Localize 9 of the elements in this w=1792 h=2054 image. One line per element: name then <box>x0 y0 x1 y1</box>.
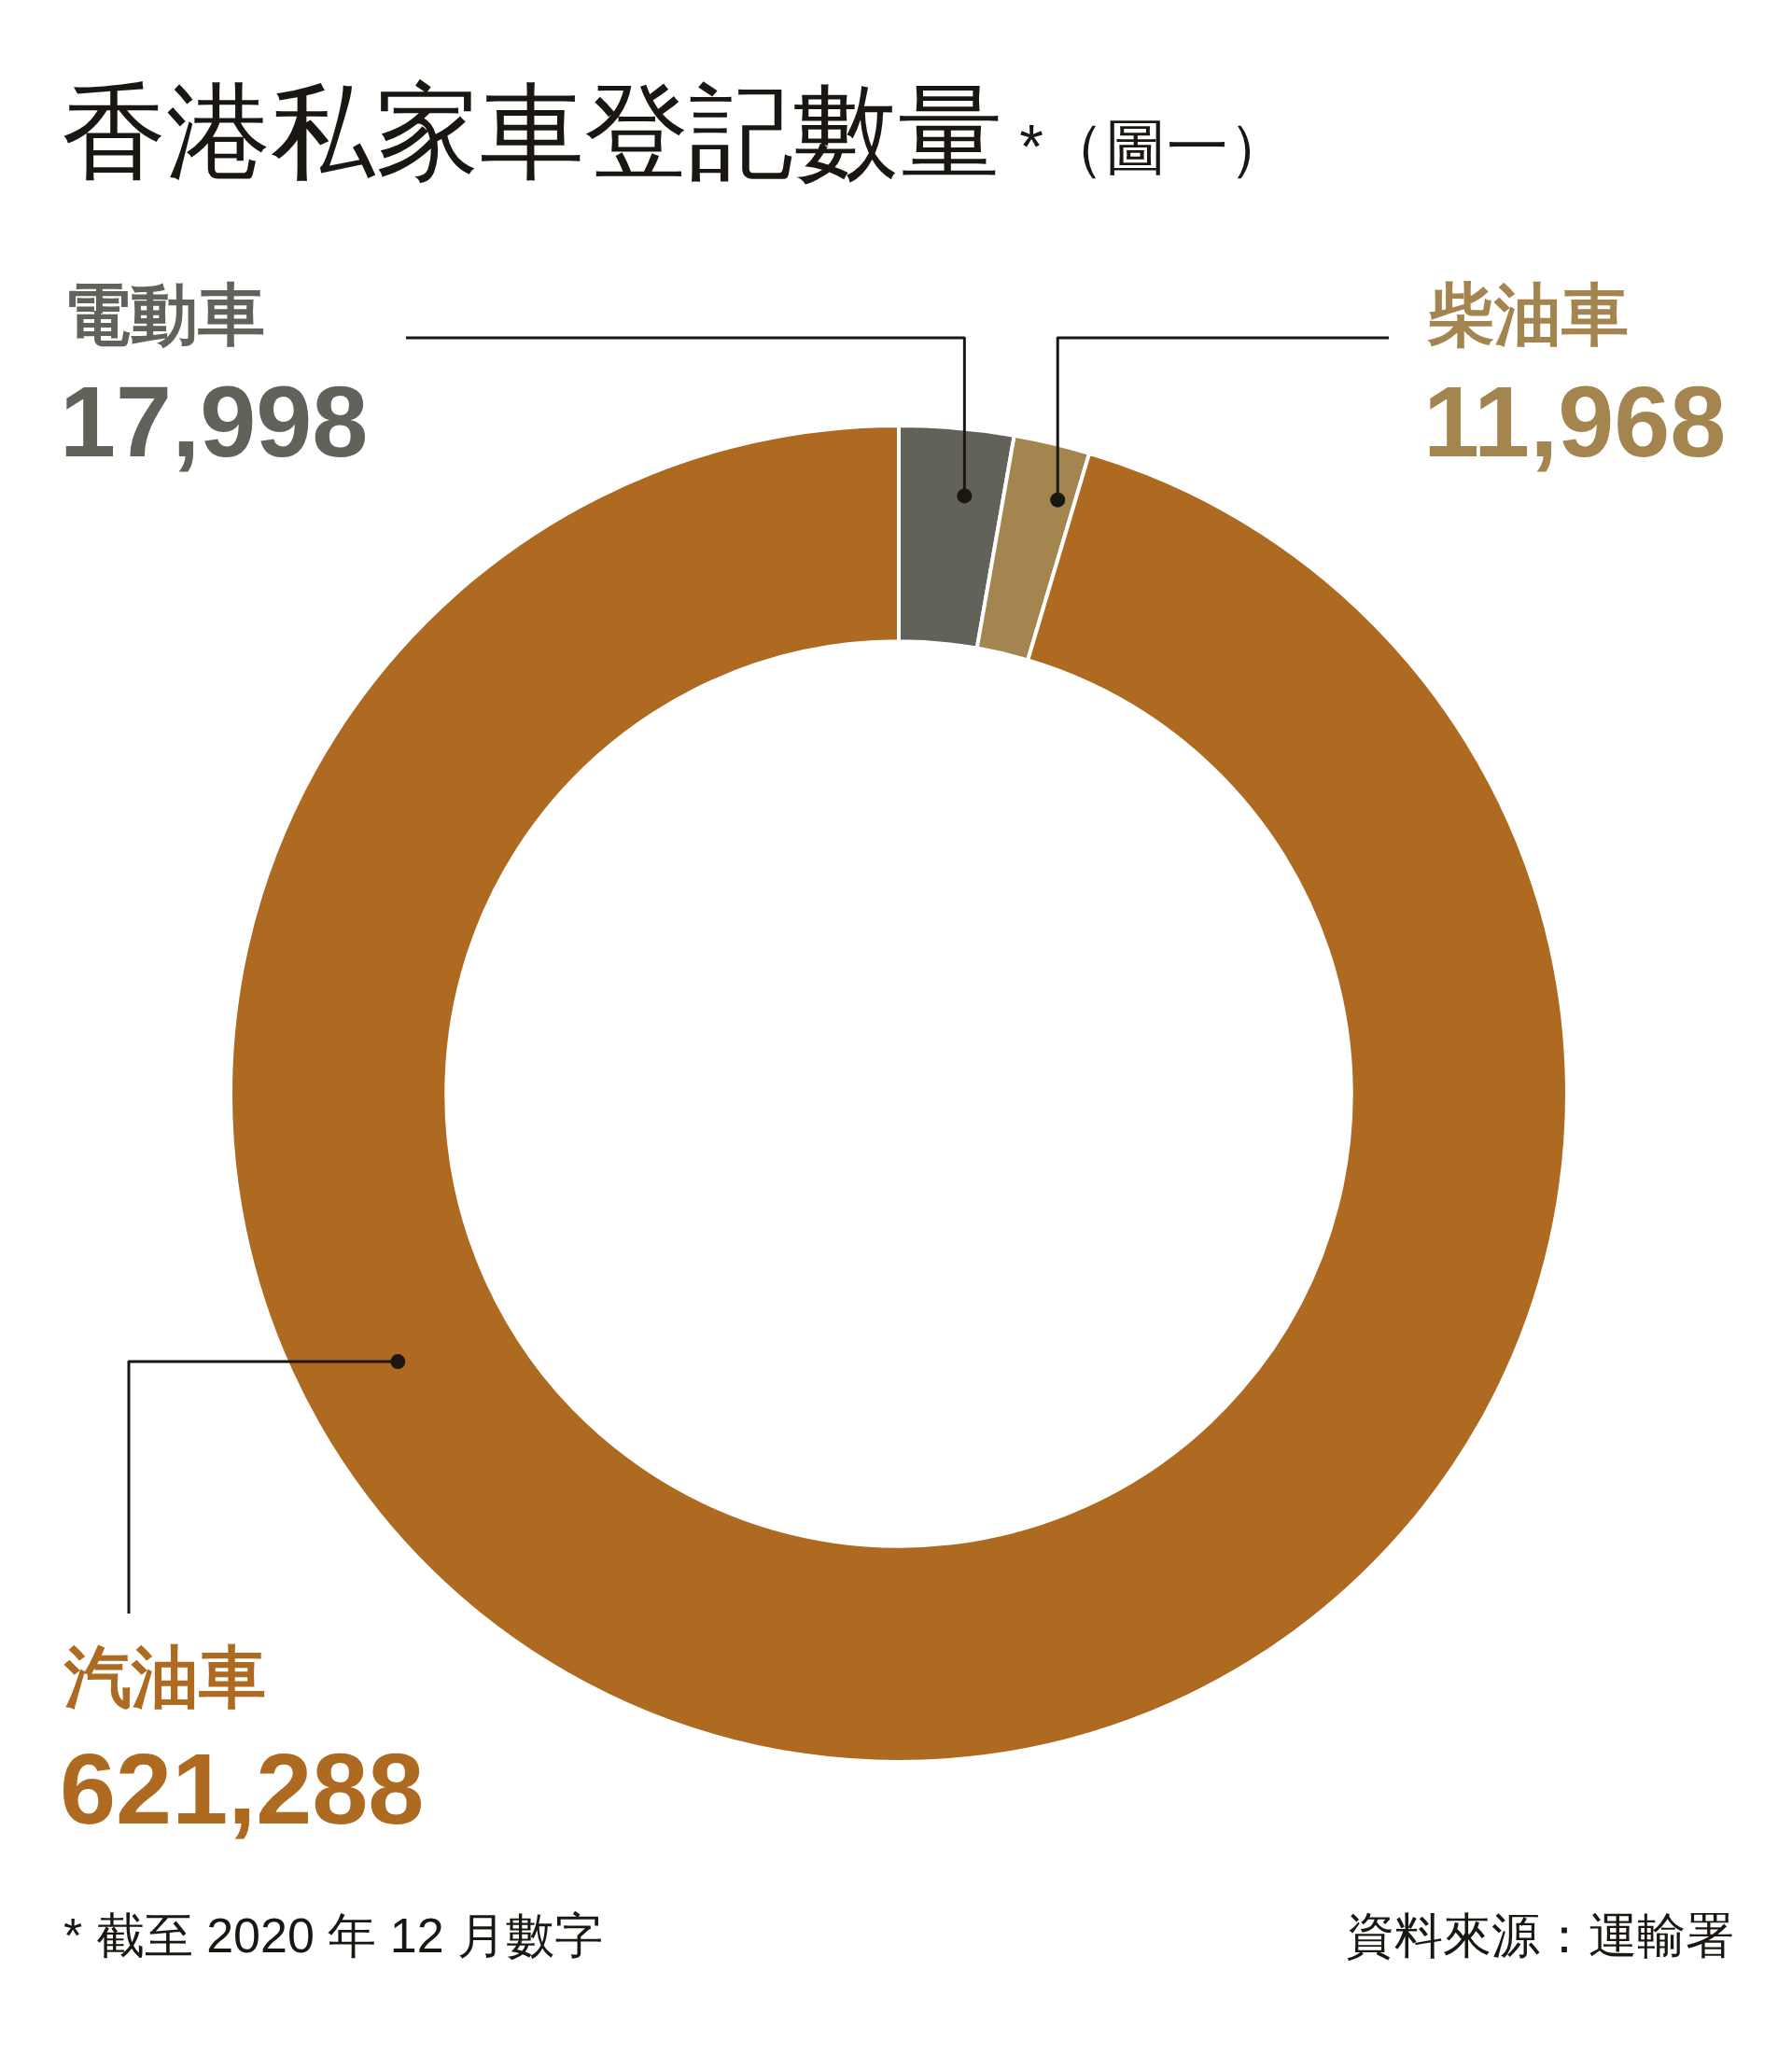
chart-title: 香港私家車登記數量 *（圖一） <box>62 74 1291 191</box>
data-label: 11,968 <box>1423 365 1727 478</box>
slice-label: 汽油車 <box>63 1640 266 1714</box>
source-note: 資料來源：運輸署 <box>1346 1908 1734 1963</box>
data-label: 621,288 <box>60 1732 425 1845</box>
slice-label: 柴油車 <box>1427 277 1629 352</box>
data-label: 17,998 <box>60 365 369 478</box>
text: * 截至 2020 年 12 月數字 <box>63 1908 603 1963</box>
slice-label: 電動車 <box>63 277 265 352</box>
